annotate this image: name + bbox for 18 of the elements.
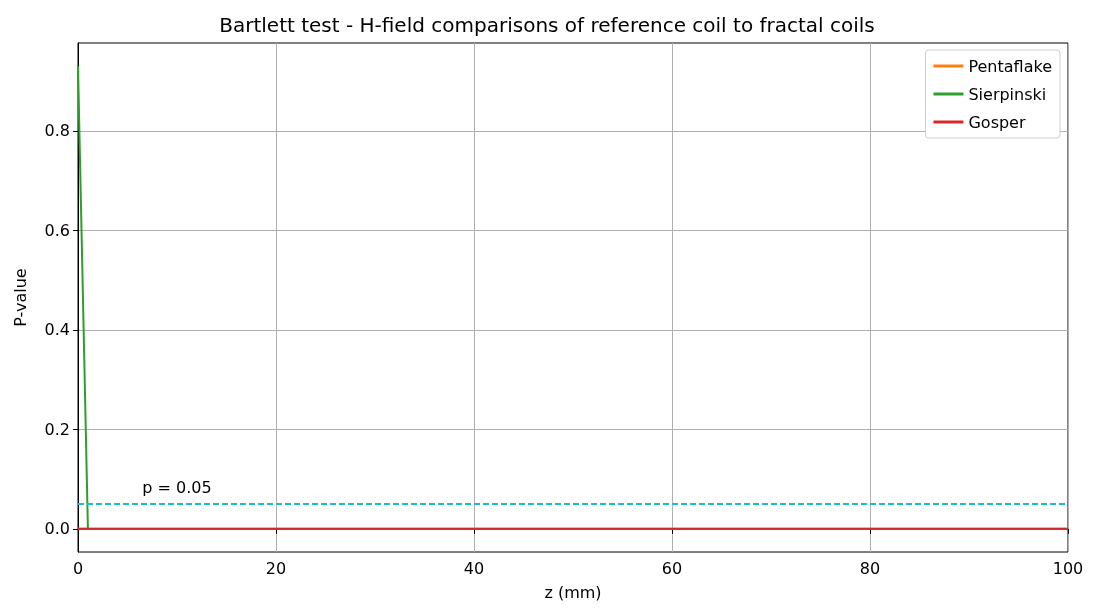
x-tick-label: 20 <box>265 558 287 578</box>
x-axis-title: z (mm) <box>544 582 602 602</box>
chart-title: Bartlett test - H-field comparisons of reference coil to fractal coils <box>219 13 875 37</box>
y-tick-label: 0.2 <box>44 419 70 439</box>
x-tick-label: 0 <box>72 558 84 578</box>
legend-label: Pentaflake <box>968 56 1052 76</box>
legend-label: Gosper <box>968 112 1026 132</box>
y-tick-label: 0.8 <box>44 121 70 141</box>
x-tick-label: 60 <box>661 558 683 578</box>
x-tick-label: 40 <box>463 558 485 578</box>
y-axis-title: P-value <box>10 268 30 327</box>
x-tick-label: 100 <box>1052 558 1084 578</box>
legend-label: Sierpinski <box>968 84 1047 104</box>
y-tick-label: 0.4 <box>44 320 70 340</box>
annotation: p = 0.05 <box>142 478 212 498</box>
x-tick-label: 80 <box>859 558 881 578</box>
y-tick-label: 0.0 <box>44 519 70 539</box>
y-tick-label: 0.6 <box>44 220 70 240</box>
